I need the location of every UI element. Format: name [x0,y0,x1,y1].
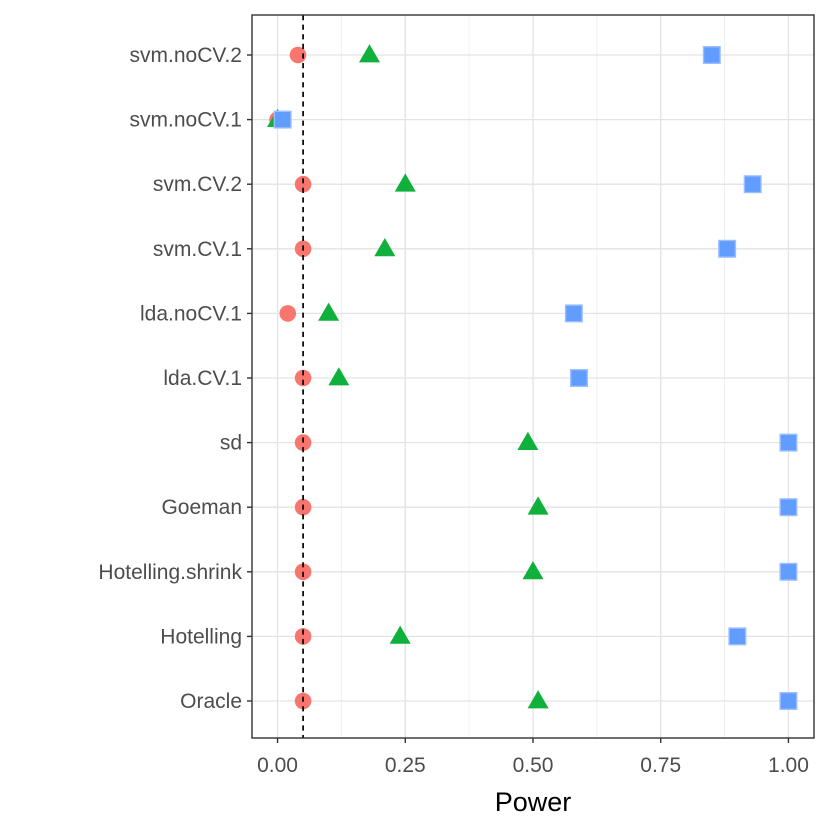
y-axis-category-label: lda.noCV.1 [140,302,242,325]
y-axis-category-label: lda.CV.1 [163,367,242,390]
data-point-triangle [527,690,549,709]
x-axis-tick-label: 0.50 [513,754,554,777]
data-point-circle [294,175,312,193]
data-point-square [718,239,737,258]
y-axis-category-label: svm.noCV.1 [130,109,242,132]
data-point-triangle [318,302,340,321]
data-point-square [743,175,762,194]
data-point-square [779,562,798,581]
x-axis-tick-label: 0.00 [257,754,298,777]
x-axis-tick-label: 0.25 [385,754,426,777]
y-axis-category-label: Oracle [180,690,242,713]
data-point-square [273,110,292,129]
data-point-square [702,46,721,65]
data-point-triangle [328,367,350,386]
data-point-triangle [359,44,381,63]
x-axis-title: Power [495,787,572,817]
data-point-square [779,433,798,452]
data-point-square [564,304,583,323]
data-point-circle [294,369,312,387]
y-axis-category-label: Hotelling.shrink [98,561,242,584]
x-axis-tick-label: 0.75 [640,754,681,777]
data-point-circle [289,46,307,64]
y-axis-category-label: Hotelling [160,625,242,648]
data-point-square [728,627,747,646]
data-point-triangle [522,561,544,580]
y-axis-category-label: svm.CV.2 [153,173,242,196]
data-point-square [779,692,798,711]
data-point-triangle [394,173,416,192]
data-point-triangle [527,496,549,515]
data-point-square [569,369,588,388]
x-axis-tick-label: 1.00 [768,754,809,777]
data-point-circle [279,305,297,322]
y-axis-category-label: Goeman [161,496,242,519]
data-point-triangle [389,625,411,644]
data-point-triangle [374,238,396,257]
data-point-circle [294,628,312,645]
y-axis-category-label: sd [220,432,242,455]
y-axis-category-label: svm.noCV.2 [130,44,242,67]
data-point-circle [294,434,312,451]
data-point-square [779,498,798,517]
data-point-triangle [517,431,539,450]
y-axis-category-label: svm.CV.1 [153,238,242,261]
chart-layers: 0.00 0.25 0.50 0.75 1.00 svm.noCV.2 svm.noCV.1… [98,14,815,777]
